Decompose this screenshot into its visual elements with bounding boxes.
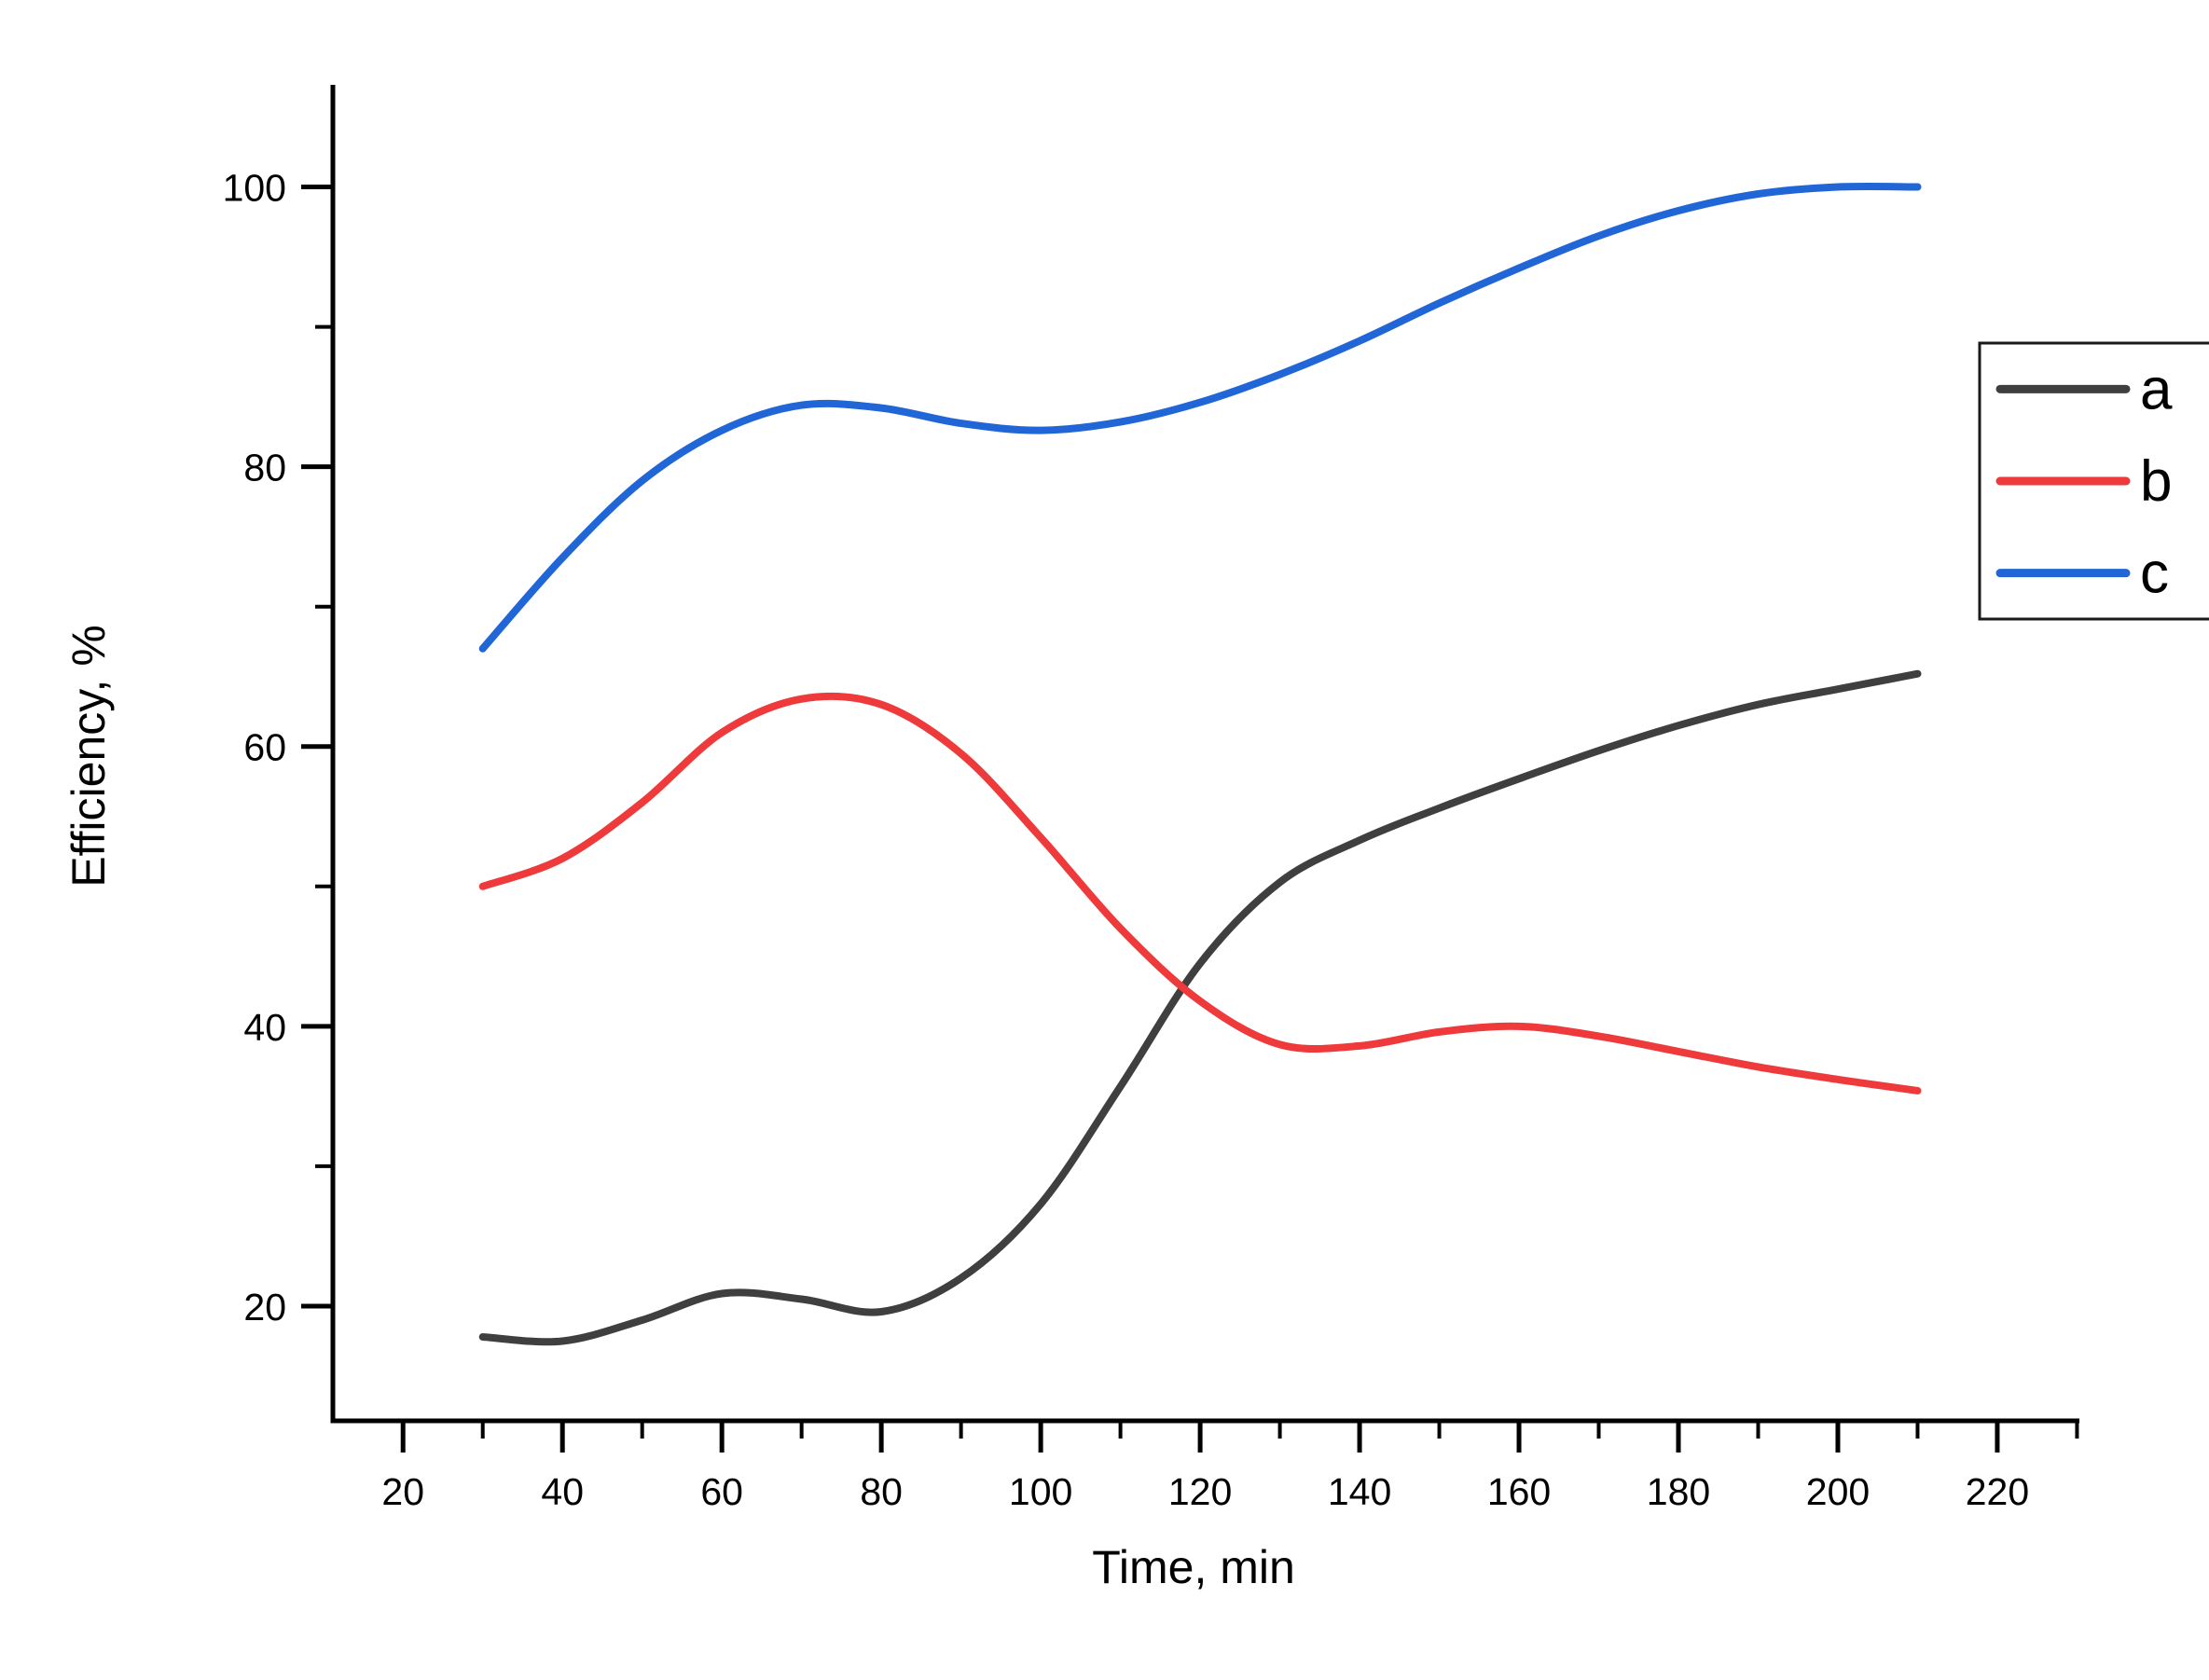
legend-label-a: a	[2140, 357, 2173, 421]
y-axis-ticks: 20 40 60 80 100	[223, 167, 333, 1329]
x-tick-label-200: 200	[1806, 1470, 1870, 1513]
series-c-curve	[478, 182, 1922, 653]
x-tick-label-140: 140	[1328, 1470, 1391, 1513]
axes: 20 40 60 80 100 120 140 160 180 200 220 20 40 60 80 10…	[223, 85, 2079, 1513]
x-tick-label-180: 180	[1647, 1470, 1710, 1513]
x-axis-title: Time, min	[1092, 1541, 1295, 1593]
series-curves	[478, 182, 1922, 1346]
y-tick-label-100: 100	[223, 167, 286, 210]
efficiency-chart: 20 40 60 80 100 120 140 160 180 200 220 20 40 60 80 10…	[37, 15, 2209, 1665]
x-tick-label-120: 120	[1168, 1470, 1232, 1513]
x-axis-ticks: 20 40 60 80 100 120 140 160 180 200 220	[381, 1421, 2079, 1513]
x-tick-label-20: 20	[381, 1470, 424, 1513]
chart-canvas: 20 40 60 80 100 120 140 160 180 200 220 20 40 60 80 10…	[62, 85, 2209, 1593]
y-tick-label-80: 80	[243, 447, 286, 489]
x-tick-label-80: 80	[860, 1470, 903, 1513]
x-tick-label-40: 40	[541, 1470, 584, 1513]
legend-label-b: b	[2140, 449, 2172, 514]
series-b-curve	[478, 692, 1922, 1095]
y-tick-label-20: 20	[243, 1286, 286, 1329]
y-tick-label-60: 60	[243, 726, 286, 769]
x-tick-label-100: 100	[1009, 1470, 1072, 1513]
x-tick-label-220: 220	[1966, 1470, 2029, 1513]
series-a-curve	[478, 669, 1922, 1346]
y-axis-title: Efficiency, %	[62, 625, 115, 888]
legend: abc	[1978, 341, 2209, 621]
legend-entry-c: c	[1995, 542, 2169, 606]
x-tick-label-60: 60	[700, 1470, 743, 1513]
axis-spines	[330, 85, 2079, 1424]
x-tick-label-160: 160	[1487, 1470, 1551, 1513]
legend-entry-a: a	[1995, 357, 2173, 421]
y-tick-label-40: 40	[243, 1006, 286, 1049]
legend-label-c: c	[2140, 542, 2169, 606]
legend-entry-b: b	[1995, 449, 2172, 514]
legend-entries: abc	[1995, 357, 2173, 606]
